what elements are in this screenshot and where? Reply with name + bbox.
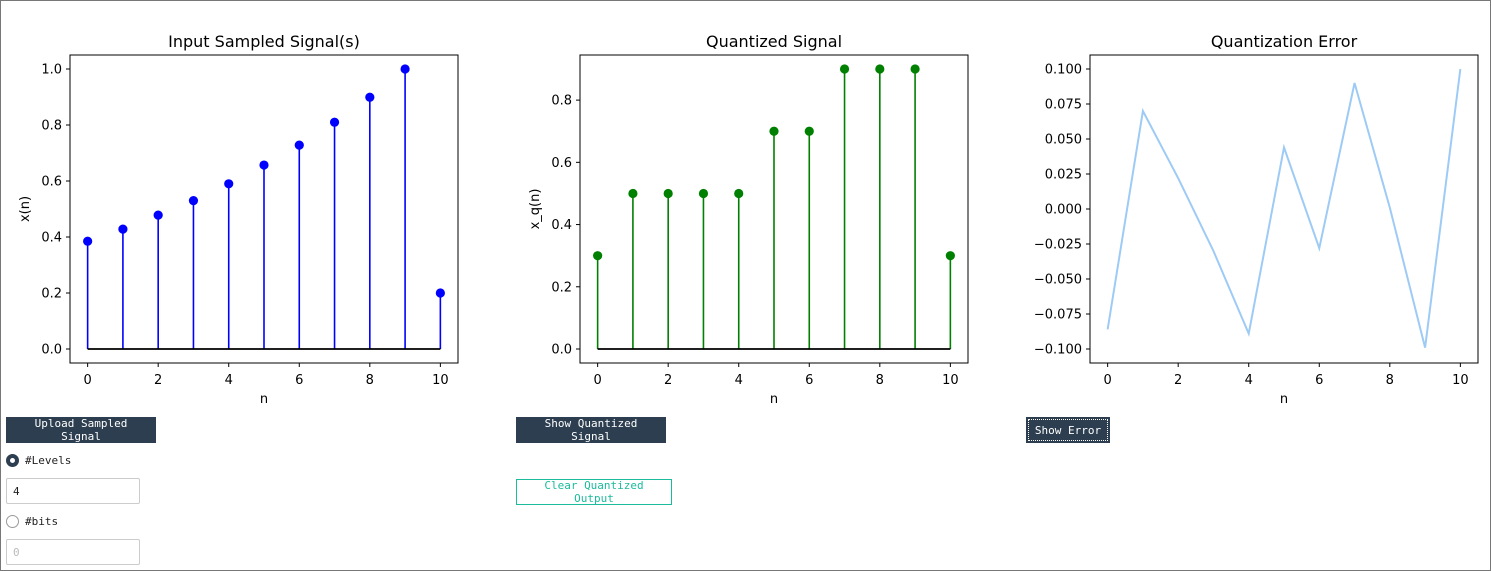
y-tick-label: 0.075 [1045, 98, 1082, 113]
plot-frame [1089, 54, 1479, 364]
x-tick-label: 8 [1386, 373, 1394, 388]
y-tick-label: 0.2 [551, 280, 572, 295]
y-tick-label: −0.050 [1034, 273, 1082, 288]
error-svg: Quantization Error 0 2 4 6 8 10 −0.100 −0.075 −0.… [1034, 32, 1479, 407]
x-tick-label: 8 [366, 373, 374, 388]
input-signal-chart: Input Sampled Signal(s) 0 2 4 6 8 10 0.0 0.2 0.4 0… [0, 0, 480, 415]
x-tick-label: 4 [735, 373, 743, 388]
y-axis-label: x_q(n) [528, 189, 543, 230]
show-quantized-signal-button[interactable]: Show Quantized Signal [516, 417, 666, 443]
levels-label: #Levels [25, 454, 72, 467]
y-tick-label: 0.0 [551, 343, 572, 358]
bits-label: #bits [25, 515, 59, 528]
data-point [329, 117, 340, 127]
x-tick-label: 4 [225, 373, 233, 388]
y-tick-label: 0.4 [41, 231, 62, 246]
x-tick-label: 10 [432, 373, 449, 388]
data-point [294, 140, 304, 150]
bits-input[interactable] [6, 539, 140, 565]
x-tick-label: 0 [593, 373, 601, 388]
y-tick-label: 0.000 [1045, 203, 1082, 218]
chart-title: Quantized Signal [706, 32, 842, 51]
x-axis-label: n [1280, 392, 1288, 407]
y-tick-label: 0.6 [551, 156, 572, 171]
y-tick-label: 0.025 [1045, 168, 1082, 183]
x-axis-label: n [770, 392, 778, 407]
data-point [259, 160, 269, 170]
error-line [1106, 68, 1462, 348]
y-tick-label: −0.100 [1034, 343, 1082, 358]
data-point [875, 64, 885, 74]
data-point [365, 92, 375, 102]
data-point [153, 210, 163, 220]
levels-radio[interactable] [6, 454, 19, 467]
data-point [118, 224, 128, 234]
y-tick-label: 0.8 [551, 94, 572, 109]
levels-input[interactable] [6, 478, 140, 504]
x-tick-label: 0 [1103, 373, 1111, 388]
x-tick-label: 10 [1452, 373, 1469, 388]
data-point [910, 64, 920, 74]
y-tick-label: −0.025 [1034, 238, 1082, 253]
y-tick-label: 0.100 [1045, 63, 1082, 78]
data-point [839, 64, 850, 74]
x-tick-label: 0 [83, 373, 91, 388]
data-point [804, 126, 814, 136]
data-point [224, 179, 234, 189]
x-tick-label: 6 [805, 373, 813, 388]
data-point [188, 196, 199, 206]
bits-option[interactable]: #bits [6, 515, 58, 528]
show-error-button[interactable]: Show Error [1026, 417, 1110, 443]
y-tick-label: 0.0 [41, 343, 62, 358]
chart-title: Quantization Error [1211, 32, 1358, 51]
y-tick-label: 0.2 [41, 287, 62, 302]
quantized-svg: Quantized Signal 0 2 4 6 8 10 0.0 0.2 0.4 0.6 0.8 n x… [528, 32, 969, 407]
y-tick-label: 1.0 [41, 63, 62, 78]
y-tick-label: 0.8 [41, 119, 62, 134]
quantization-error-chart: Quantization Error 0 2 4 6 8 10 −0.100 −0.075 −0.… [1020, 0, 1491, 415]
data-point [628, 188, 638, 199]
plot-frame [579, 54, 969, 364]
x-axis-label: n [260, 392, 268, 407]
bits-radio[interactable] [6, 515, 19, 528]
y-tick-label: −0.075 [1034, 308, 1082, 323]
x-tick-label: 2 [1174, 373, 1182, 388]
data-point [734, 188, 744, 199]
data-point [593, 251, 603, 261]
data-point [769, 126, 779, 136]
clear-quantized-output-button[interactable]: Clear Quantized Output [516, 479, 672, 505]
input-svg: Input Sampled Signal(s) 0 2 4 6 8 10 0.0 0.2 0.4 0… [18, 32, 459, 407]
y-tick-label: 0.6 [41, 175, 62, 190]
x-tick-label: 6 [1315, 373, 1323, 388]
chart-title: Input Sampled Signal(s) [168, 32, 360, 51]
x-tick-label: 8 [876, 373, 884, 388]
data-point [698, 188, 709, 199]
data-point [663, 188, 673, 199]
data-point [400, 64, 410, 74]
y-tick-label: 0.4 [551, 218, 572, 233]
x-tick-label: 2 [664, 373, 672, 388]
y-axis-label: x(n) [18, 196, 33, 222]
x-tick-label: 6 [295, 373, 303, 388]
data-point [945, 251, 955, 261]
upload-sampled-signal-button[interactable]: Upload Sampled Signal [6, 417, 156, 443]
data-point [83, 236, 93, 246]
levels-option[interactable]: #Levels [6, 454, 71, 467]
x-tick-label: 2 [154, 373, 162, 388]
plot-frame [69, 54, 459, 364]
data-point [435, 288, 445, 298]
x-tick-label: 10 [942, 373, 959, 388]
x-tick-label: 4 [1245, 373, 1253, 388]
y-tick-label: 0.050 [1045, 133, 1082, 148]
quantized-signal-chart: Quantized Signal 0 2 4 6 8 10 0.0 0.2 0.4 0.6 0.8 n x… [510, 0, 990, 415]
